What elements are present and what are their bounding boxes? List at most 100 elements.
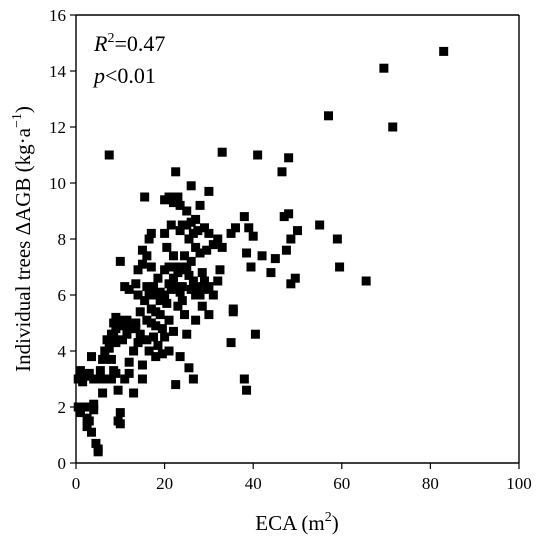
p-value-annotation: p<0.01	[92, 63, 156, 88]
data-point	[146, 228, 156, 238]
data-point	[142, 282, 152, 292]
data-point	[168, 326, 178, 336]
data-point	[78, 377, 88, 387]
data-point	[98, 388, 108, 398]
data-point	[177, 282, 187, 292]
data-point	[111, 338, 121, 348]
data-point	[204, 282, 214, 292]
data-point	[191, 242, 201, 252]
r-squared-annotation: R2=0.47	[93, 31, 165, 56]
data-point	[199, 223, 209, 233]
data-point	[106, 354, 116, 364]
data-point	[162, 242, 172, 252]
data-point	[160, 290, 170, 300]
data-point	[180, 310, 190, 320]
data-point	[180, 251, 190, 261]
data-point	[131, 324, 141, 334]
data-point	[113, 315, 123, 325]
data-point	[160, 228, 170, 238]
data-point	[153, 273, 163, 283]
data-points	[73, 46, 449, 457]
data-point	[168, 251, 178, 261]
data-point	[84, 416, 94, 426]
data-point	[388, 122, 398, 132]
data-point	[204, 310, 214, 320]
y-tick-label: 12	[49, 118, 66, 137]
data-point	[157, 349, 167, 359]
data-point	[93, 374, 103, 384]
data-point	[160, 332, 170, 342]
data-point	[184, 234, 194, 244]
x-tick-label: 100	[506, 474, 532, 493]
data-point	[166, 220, 176, 230]
data-point	[171, 380, 181, 390]
data-point	[173, 301, 183, 311]
data-point	[173, 192, 183, 202]
data-point	[175, 287, 185, 297]
data-point	[109, 329, 119, 339]
data-point	[122, 315, 132, 325]
data-point	[131, 318, 141, 328]
data-point	[290, 273, 300, 283]
data-point	[197, 301, 207, 311]
data-point	[204, 228, 214, 238]
data-point	[332, 234, 342, 244]
data-point	[144, 234, 154, 244]
data-point	[133, 338, 143, 348]
data-point	[115, 408, 125, 418]
data-point	[133, 290, 143, 300]
data-point	[226, 228, 236, 238]
data-point	[153, 340, 163, 350]
data-point	[195, 200, 205, 210]
data-point	[124, 368, 134, 378]
data-point	[277, 167, 287, 177]
x-tick-label: 60	[333, 474, 350, 493]
data-point	[144, 346, 154, 356]
data-point	[151, 352, 161, 362]
data-point	[104, 343, 114, 353]
x-axis-title: ECA (m2)	[255, 510, 338, 535]
y-tick-label: 10	[49, 174, 66, 193]
data-point	[177, 296, 187, 306]
data-point	[122, 329, 132, 339]
data-point	[129, 346, 139, 356]
data-point	[84, 368, 94, 378]
data-point	[244, 223, 254, 233]
data-point	[131, 279, 141, 289]
data-point	[315, 220, 325, 230]
data-point	[91, 438, 101, 448]
data-point	[191, 315, 201, 325]
data-point	[191, 214, 201, 224]
y-tick-label: 16	[49, 6, 66, 25]
data-point	[171, 282, 181, 292]
data-point	[162, 298, 172, 308]
data-point	[208, 240, 218, 250]
data-point	[102, 335, 112, 345]
data-point	[186, 284, 196, 294]
data-point	[140, 296, 150, 306]
data-point	[164, 346, 174, 356]
data-point	[213, 276, 223, 286]
data-point	[98, 354, 108, 364]
data-point	[257, 251, 267, 261]
data-point	[149, 282, 159, 292]
data-point	[175, 200, 185, 210]
data-point	[246, 262, 256, 272]
data-point	[137, 374, 147, 384]
y-tick-label: 8	[58, 230, 67, 249]
data-point	[335, 262, 345, 272]
data-point	[226, 338, 236, 348]
data-point	[115, 419, 125, 429]
data-point	[195, 290, 205, 300]
data-point	[129, 388, 139, 398]
data-point	[239, 374, 249, 384]
data-point	[171, 262, 181, 272]
data-point	[186, 256, 196, 266]
data-point	[197, 268, 207, 278]
y-axis-ticks: 0 2 4 6 8 10 12 14 16	[49, 6, 76, 473]
data-point	[75, 408, 85, 418]
data-point	[93, 447, 103, 457]
data-point	[175, 352, 185, 362]
data-point	[164, 262, 174, 272]
